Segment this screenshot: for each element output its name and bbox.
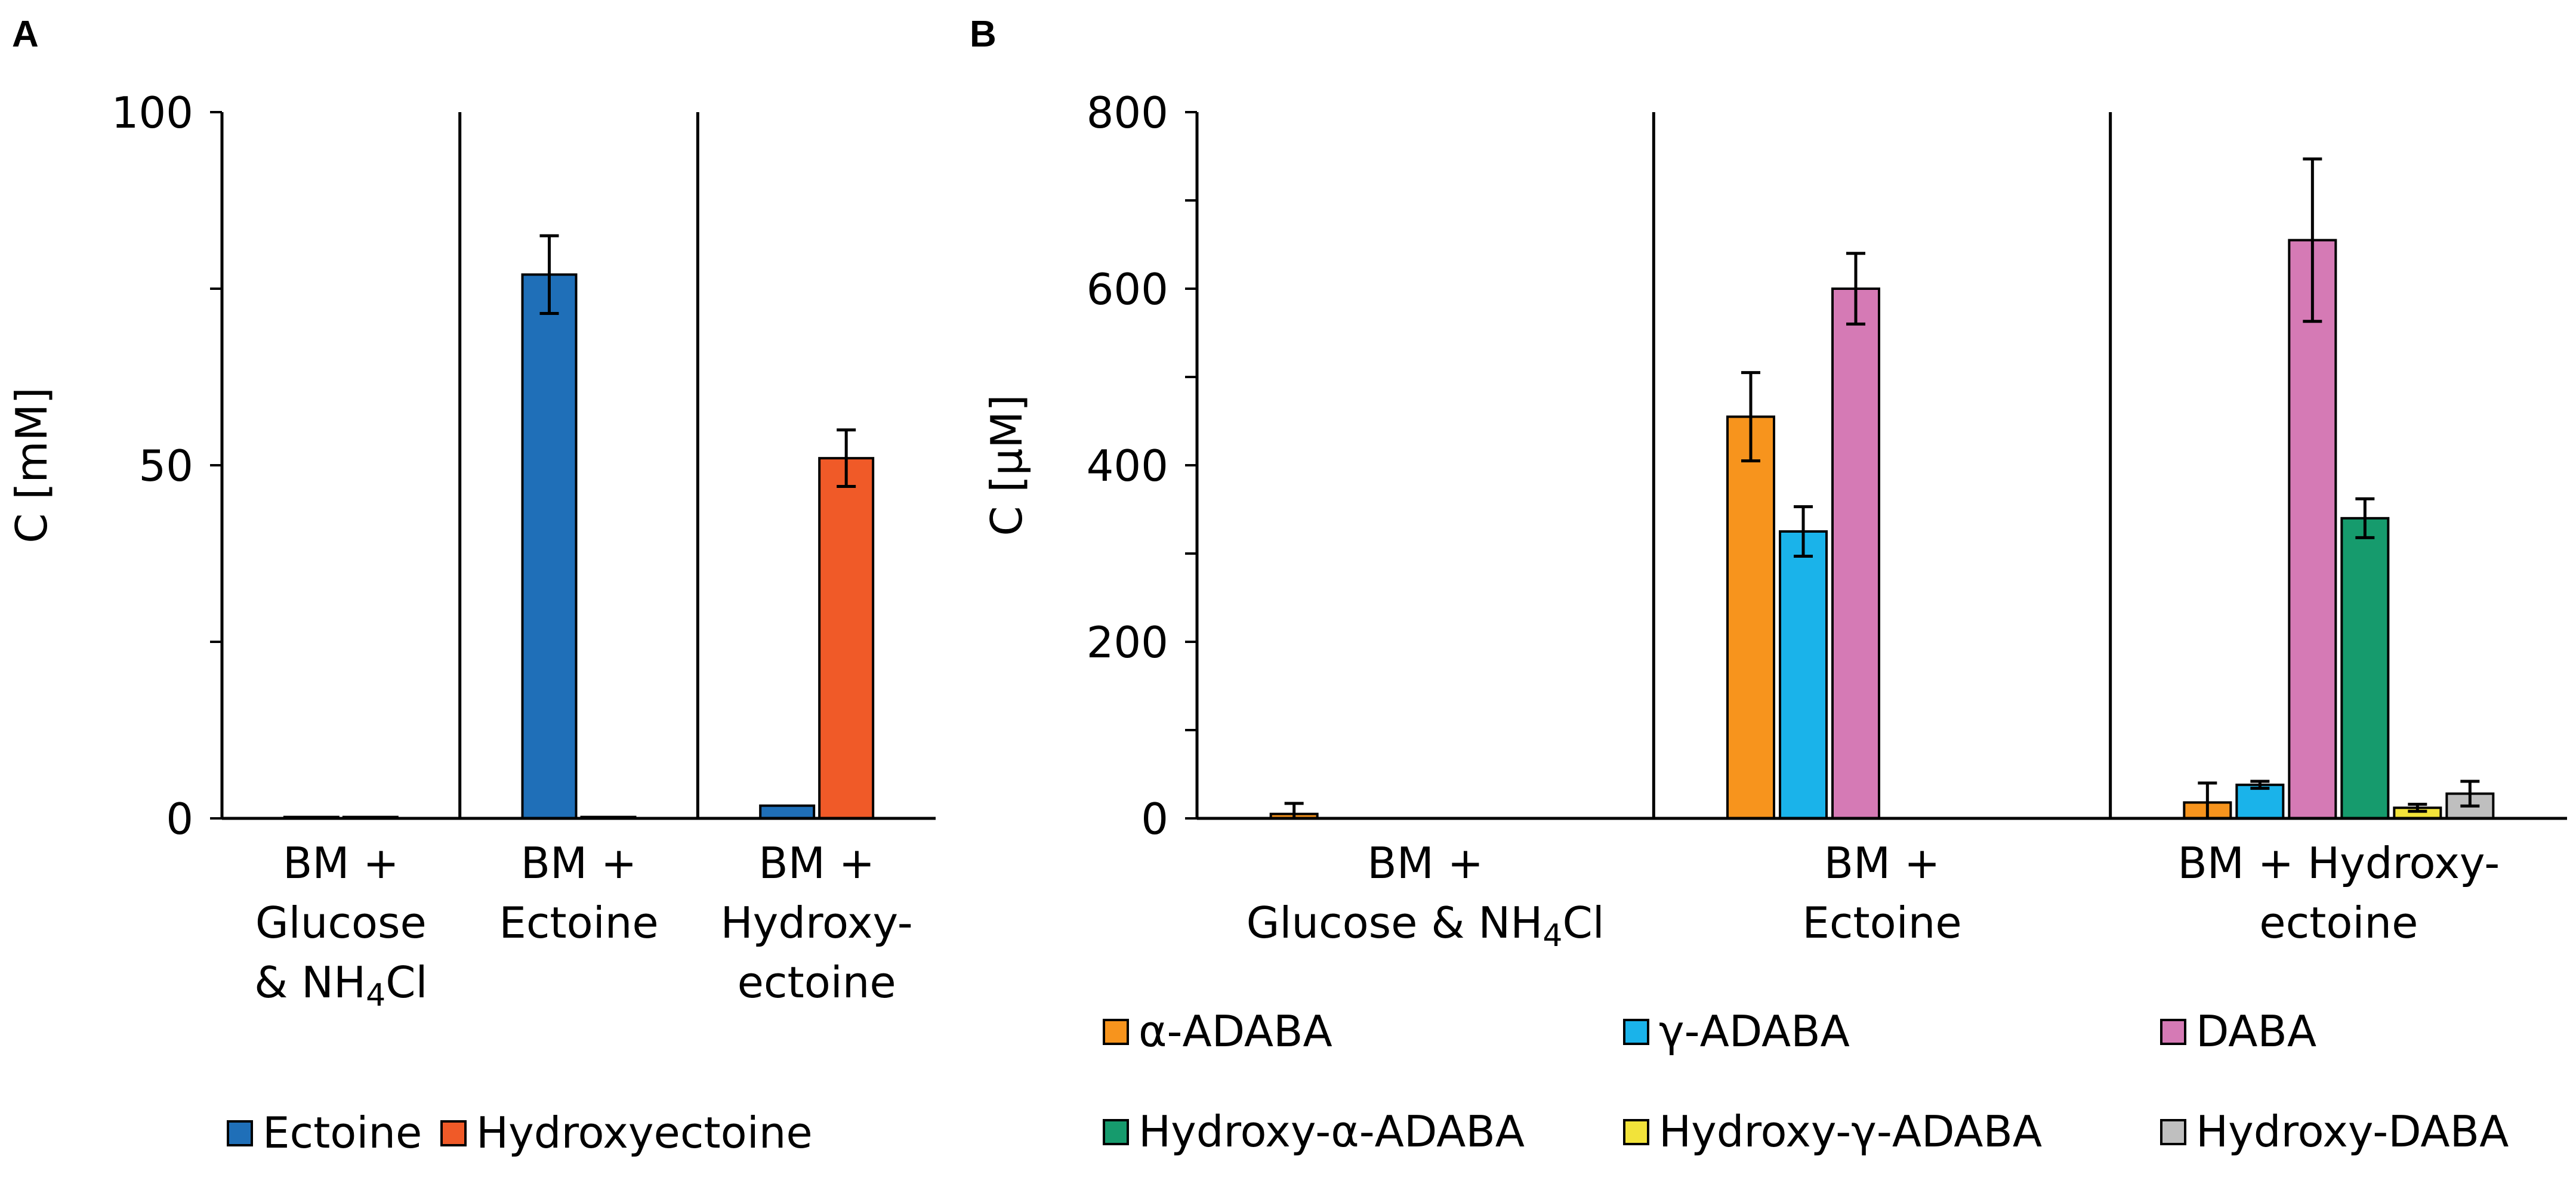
legend-swatch-a-1 — [440, 1120, 467, 1146]
y-tick-label-a: 50 — [138, 441, 193, 491]
bar-b-s2-g2 — [2288, 239, 2337, 820]
y-tick-label-b: 200 — [1087, 617, 1168, 667]
x-group-label-a-2: BM + Hydroxy-ectoine — [721, 838, 913, 1007]
bar-a-s0-g1 — [521, 273, 578, 820]
legend-label-b-3: Hydroxy-α-ADABA — [1139, 1106, 1525, 1157]
legend-label-b-2: DABA — [2196, 1006, 2316, 1056]
legend-swatch-b-4 — [1623, 1119, 1649, 1145]
y-axis-title-a: C [mM] — [7, 387, 57, 543]
legend-label-b-5: Hydroxy-DABA — [2196, 1106, 2509, 1157]
panel-a-chart: 0 50 100 C [mM] BM + Glucose & NH4Cl BM + Ectoin… — [7, 88, 936, 1158]
legend-label-b-1: γ-ADABA — [1659, 1006, 1850, 1056]
y-tick-label-a: 0 — [166, 794, 193, 844]
bar-b-s2-g1 — [1831, 288, 1880, 820]
x-group-label-b-1: BM + Ectoine — [1802, 838, 1961, 948]
legend-swatch-b-5 — [2160, 1119, 2186, 1145]
y-tick-label-a: 100 — [112, 88, 193, 138]
legend-swatch-b-2 — [2160, 1019, 2186, 1045]
legend-swatch-b-0 — [1103, 1019, 1129, 1045]
y-tick-label-b: 0 — [1141, 794, 1168, 844]
panel-label-b: B — [970, 14, 997, 55]
y-tick-label-b: 600 — [1087, 264, 1168, 314]
legend-label-b-4: Hydroxy-γ-ADABA — [1659, 1106, 2042, 1157]
legend-swatch-b-1 — [1623, 1019, 1649, 1045]
panel-label-a: A — [12, 14, 39, 55]
bar-a-s0-g2 — [759, 804, 816, 820]
legend-label-a-0: Ectoine — [263, 1108, 422, 1158]
bar-b-s1-g2 — [2235, 783, 2285, 820]
x-group-label-b-2: BM + Hydroxy-ectoine — [2177, 838, 2500, 948]
y-tick-label-b: 800 — [1087, 88, 1168, 138]
bar-b-s1-g1 — [1779, 530, 1828, 820]
bar-a-s1-g2 — [818, 457, 875, 820]
legend-label-a-1: Hydroxyectoine — [476, 1108, 813, 1158]
legend-label-b-0: α-ADABA — [1139, 1006, 1332, 1056]
y-axis-title-b: C [μM] — [982, 394, 1032, 536]
x-group-label-a-1: BM + Ectoine — [499, 838, 658, 948]
x-group-label-a-0: BM + Glucose & NH4Cl — [254, 838, 427, 1013]
y-tick-label-b: 400 — [1087, 441, 1168, 491]
bar-b-s3-g2 — [2340, 517, 2390, 820]
legend-swatch-a-0 — [227, 1120, 253, 1146]
legend-swatch-b-3 — [1103, 1119, 1129, 1145]
bar-b-s0-g1 — [1726, 415, 1775, 820]
